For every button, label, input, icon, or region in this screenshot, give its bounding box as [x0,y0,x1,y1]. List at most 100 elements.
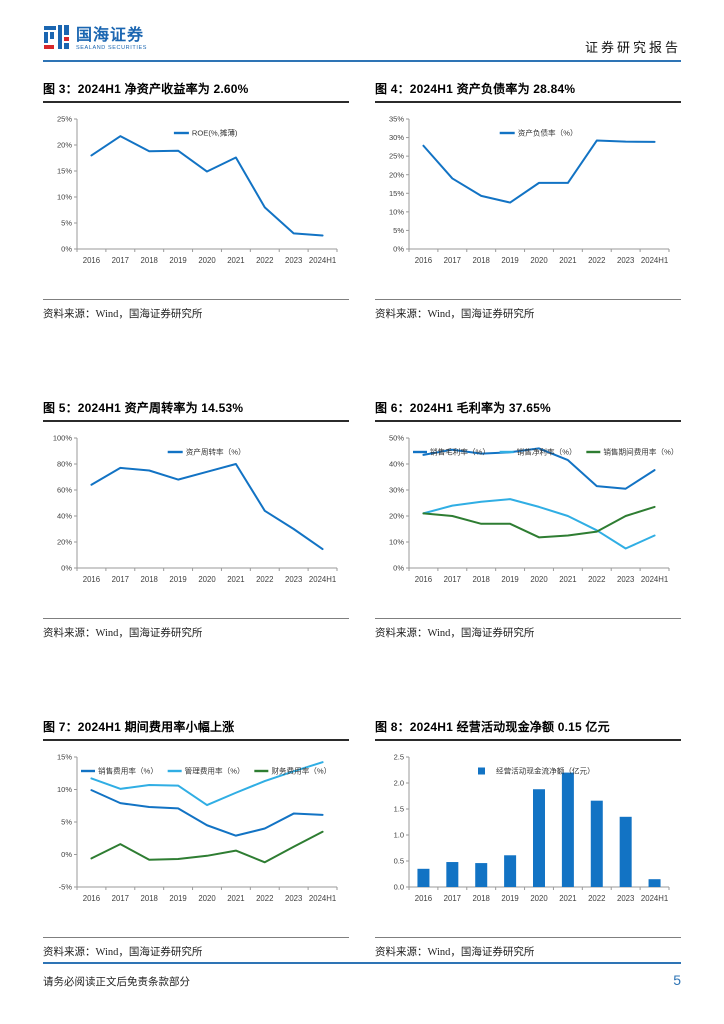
svg-text:20%: 20% [57,141,72,150]
figure-6-chart: 0% 10% 20% 30% 40% 50% 2016 2017 2018 2019 2020 202… [375,430,681,588]
svg-text:2021: 2021 [559,894,576,903]
figure-3-source: 资料来源：Wind，国海证券研究所 [43,299,349,321]
svg-text:2022: 2022 [588,575,605,584]
svg-text:2019: 2019 [169,894,186,903]
figure-6: 图 6：2024H1 毛利率为 37.65% 0% 10% 20% 30% 40% 50%… [375,399,681,640]
svg-text:20%: 20% [389,512,404,521]
figure-8-title: 图 8：2024H1 经营活动现金净额 0.15 亿元 [375,718,681,741]
svg-text:2022: 2022 [588,256,605,265]
svg-text:2021: 2021 [227,894,244,903]
svg-text:2021: 2021 [559,256,576,265]
figure-8-source: 资料来源：Wind，国海证券研究所 [375,937,681,959]
svg-text:15%: 15% [57,753,72,762]
svg-text:2023: 2023 [617,894,634,903]
svg-text:2017: 2017 [112,575,129,584]
svg-text:2016: 2016 [83,256,100,265]
svg-text:40%: 40% [389,460,404,469]
svg-text:2018: 2018 [473,256,490,265]
svg-text:经营活动现金流净额（亿元）: 经营活动现金流净额（亿元） [496,766,595,776]
figure-4-source: 资料来源：Wind，国海证券研究所 [375,299,681,321]
svg-text:销售净利率（%）: 销售净利率（%） [517,447,577,457]
svg-text:2020: 2020 [198,894,216,903]
svg-text:2017: 2017 [444,256,461,265]
svg-text:10%: 10% [57,193,72,202]
svg-text:2022: 2022 [256,575,273,584]
svg-text:2017: 2017 [112,894,129,903]
svg-text:2019: 2019 [501,256,518,265]
page-footer: 请务必阅读正文后免责条款部分 5 [43,962,681,989]
figure-3-title: 图 3：2024H1 净资产收益率为 2.60% [43,80,349,103]
svg-text:2020: 2020 [530,575,548,584]
svg-text:2023: 2023 [285,575,302,584]
svg-text:2022: 2022 [256,256,273,265]
svg-text:2016: 2016 [415,894,432,903]
svg-text:2024H1: 2024H1 [309,894,336,903]
svg-text:2024H1: 2024H1 [641,256,668,265]
svg-text:30%: 30% [389,486,404,495]
figure-8: 图 8：2024H1 经营活动现金净额 0.15 亿元 0.0 0.5 1.0 1.5… [375,718,681,959]
svg-text:0%: 0% [393,245,404,254]
svg-text:2023: 2023 [617,256,634,265]
svg-text:2024H1: 2024H1 [641,575,668,584]
svg-text:0.5: 0.5 [394,857,404,866]
svg-text:2017: 2017 [444,575,461,584]
svg-text:2024H1: 2024H1 [309,575,336,584]
figure-8-chart: 0.0 0.5 1.0 1.5 2.0 2.5 2016 2017 2018 2019 2020 20… [375,749,681,907]
figure-7: 图 7：2024H1 期间费用率小幅上涨 -5% 0% 5% 10% 15% 2016 20… [43,718,349,959]
figure-3: 图 3：2024H1 净资产收益率为 2.60% 0% 5% 10% 15% 20% 25… [43,80,349,321]
figure-5-source: 资料来源：Wind，国海证券研究所 [43,618,349,640]
svg-text:2023: 2023 [617,575,634,584]
svg-text:2019: 2019 [169,256,186,265]
svg-text:2023: 2023 [285,894,302,903]
svg-text:0%: 0% [61,850,72,859]
figure-3-chart: 0% 5% 10% 15% 20% 25% 2016 2017 2018 2019 2020 2021… [43,111,349,269]
svg-text:20%: 20% [57,538,72,547]
figure-4-chart: 0% 5% 10% 15% 20% 25% 30% 35% 2016 2017 2018 2019 20… [375,111,681,269]
svg-text:5%: 5% [61,818,72,827]
svg-text:2017: 2017 [112,256,129,265]
figure-7-title: 图 7：2024H1 期间费用率小幅上涨 [43,718,349,741]
svg-text:2020: 2020 [198,256,216,265]
svg-text:15%: 15% [57,167,72,176]
svg-text:销售期间费用率（%）: 销售期间费用率（%） [603,447,678,457]
figure-5-title: 图 5：2024H1 资产周转率为 14.53% [43,399,349,422]
svg-text:1.5: 1.5 [394,805,404,814]
svg-text:2020: 2020 [530,894,548,903]
svg-text:25%: 25% [57,115,72,124]
svg-text:2016: 2016 [83,575,100,584]
svg-text:2018: 2018 [141,575,158,584]
figure-5-chart: 0% 20% 40% 60% 80% 100% 2016 2017 2018 2019 2020 20… [43,430,349,588]
svg-text:2019: 2019 [501,575,518,584]
svg-text:管理费用率（%）: 管理费用率（%） [185,766,245,776]
svg-text:2016: 2016 [415,256,432,265]
svg-text:60%: 60% [57,486,72,495]
svg-text:2018: 2018 [141,894,158,903]
svg-text:2.0: 2.0 [394,779,404,788]
svg-text:30%: 30% [389,133,404,142]
svg-text:2019: 2019 [169,575,186,584]
brand-text: 国海证券 SEALAND SECURITIES [76,28,147,52]
svg-text:2018: 2018 [473,575,490,584]
svg-text:2.5: 2.5 [394,753,404,762]
figure-4: 图 4：2024H1 资产负债率为 28.84% 0% 5% 10% 15% 20% 25… [375,80,681,321]
company-brand: 国海证券 SEALAND SECURITIES [43,24,147,56]
svg-text:ROE(%,摊薄): ROE(%,摊薄) [192,128,238,138]
brand-name: 国海证券 [76,27,145,45]
svg-text:15%: 15% [389,189,404,198]
svg-text:2018: 2018 [141,256,158,265]
brand-subtitle: SEALAND SECURITIES [76,45,148,52]
svg-text:0%: 0% [61,245,72,254]
svg-text:0%: 0% [61,564,72,573]
svg-text:80%: 80% [57,460,72,469]
figure-7-chart: -5% 0% 5% 10% 15% 2016 2017 2018 2019 2020 2021 202… [43,749,349,907]
svg-text:5%: 5% [61,219,72,228]
svg-text:20%: 20% [389,170,404,179]
svg-text:100%: 100% [53,434,73,443]
svg-text:2024H1: 2024H1 [309,256,336,265]
figure-6-title: 图 6：2024H1 毛利率为 37.65% [375,399,681,422]
page-number: 5 [673,972,681,988]
footer-disclaimer: 请务必阅读正文后免责条款部分 [43,977,190,988]
svg-text:2022: 2022 [256,894,273,903]
svg-text:2017: 2017 [444,894,461,903]
figure-5: 图 5：2024H1 资产周转率为 14.53% 0% 20% 40% 60% 80% 1… [43,399,349,640]
